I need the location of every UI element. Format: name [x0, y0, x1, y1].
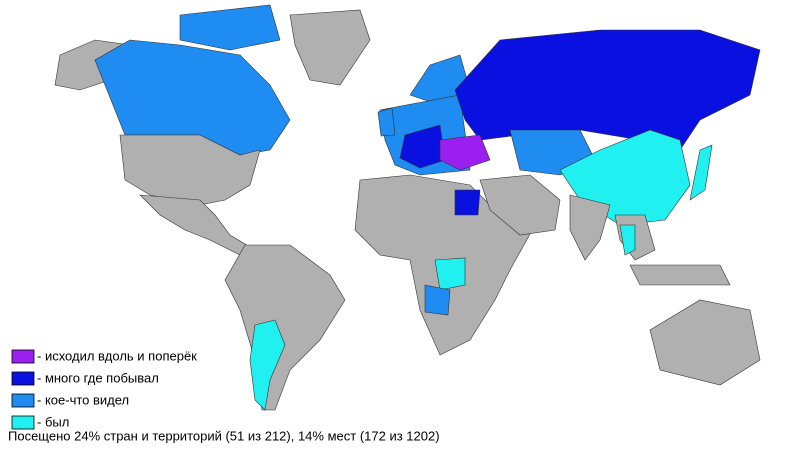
russia — [454, 29, 761, 151]
argentina — [249, 319, 286, 411]
middle-east — [479, 174, 561, 236]
legend-swatch — [11, 349, 35, 364]
south-america — [224, 244, 346, 411]
egypt — [454, 189, 481, 216]
greenland — [289, 9, 371, 86]
ukraine — [439, 134, 491, 171]
angola — [424, 284, 451, 316]
legend-swatch — [11, 371, 35, 386]
map-shapes — [54, 4, 761, 411]
legend-label: - много где побывал — [37, 370, 159, 385]
legend-label: - исходил вдоль и поперёк — [37, 348, 197, 363]
canada-islands — [179, 4, 281, 51]
japan — [689, 144, 713, 201]
central-america — [139, 194, 256, 256]
usa — [119, 134, 261, 206]
legend-swatch — [11, 415, 35, 430]
legend-label: - был — [37, 414, 69, 429]
caption: Посещено 24% стран и территорий (51 из 2… — [8, 428, 440, 443]
india — [569, 194, 611, 261]
legend: - исходил вдоль и поперёк - много где поб… — [11, 348, 197, 430]
australia — [649, 299, 761, 386]
thailand — [619, 224, 636, 256]
legend-swatch — [11, 393, 35, 408]
indonesia — [629, 264, 731, 286]
central-europe — [399, 124, 446, 169]
uk — [377, 107, 396, 137]
congo — [434, 257, 466, 291]
legend-label: - кое-что видел — [37, 392, 129, 407]
